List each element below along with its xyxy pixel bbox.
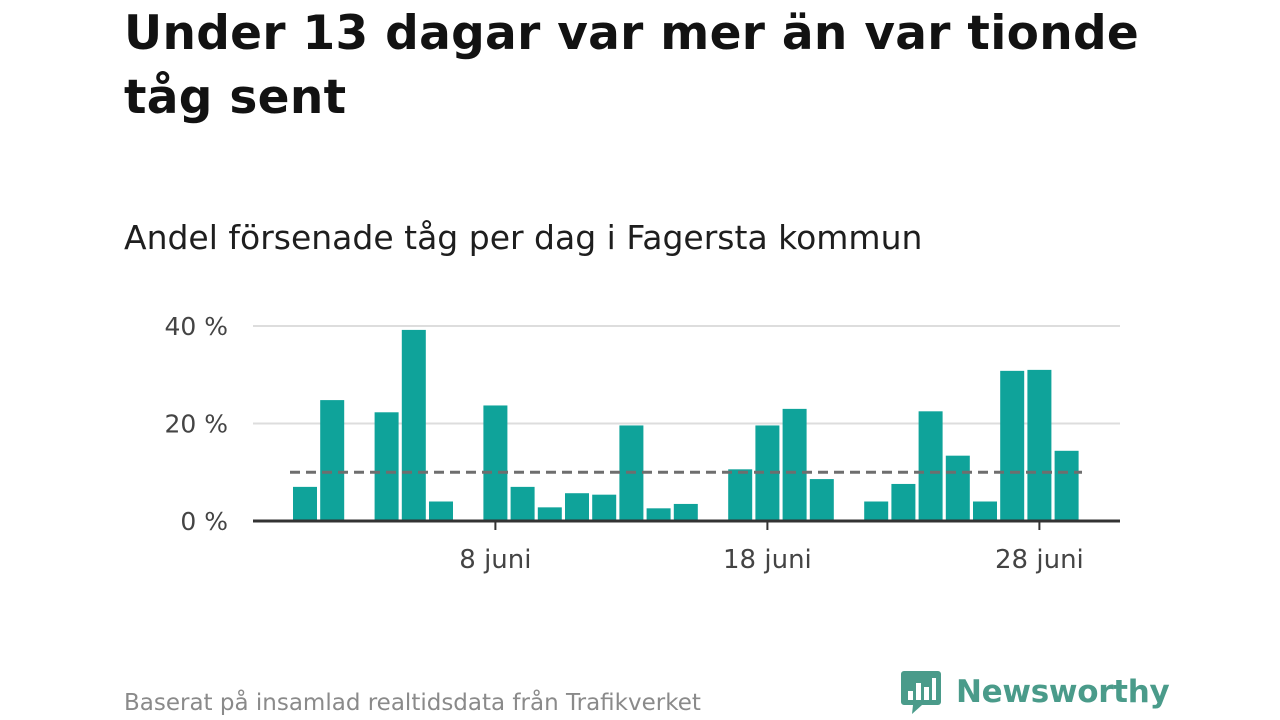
bar <box>429 501 453 521</box>
bar <box>537 507 562 521</box>
bar <box>1027 369 1052 521</box>
bar <box>483 405 508 521</box>
bar <box>592 494 617 521</box>
x-axis-tick-labels: 8 juni 18 juni 28 juni <box>459 521 1084 575</box>
bar <box>401 329 426 521</box>
bar <box>973 501 997 521</box>
bar <box>782 408 807 521</box>
bar <box>945 455 970 521</box>
bar <box>891 483 916 521</box>
newsworthy-logo-icon <box>901 671 941 714</box>
bar <box>728 469 753 521</box>
bar <box>510 486 535 521</box>
x-tick-label: 18 juni <box>723 545 812 575</box>
bars <box>293 329 1079 521</box>
source-note: Baserat på insamlad realtidsdata från Tr… <box>124 690 701 716</box>
bar <box>918 411 943 521</box>
brand-name: Newsworthy <box>956 674 1170 710</box>
chart-title: Under 13 dagar var mer än var tionde tåg… <box>124 6 1140 125</box>
bar <box>864 501 889 521</box>
bar <box>374 412 399 521</box>
bar <box>809 479 834 521</box>
y-tick-label: 40 % <box>164 312 228 341</box>
y-axis-tick-labels: 0 % 20 % 40 % <box>164 312 228 536</box>
y-tick-label: 0 % <box>180 507 228 536</box>
bar-chart: 0 % 20 % 40 % 8 juni 18 juni 28 juni <box>164 312 1120 575</box>
bar <box>1054 450 1079 521</box>
chart-subtitle: Andel försenade tåg per dag i Fagersta k… <box>124 218 923 257</box>
y-tick-label: 20 % <box>164 410 228 439</box>
x-tick-label: 8 juni <box>459 545 531 575</box>
bar <box>646 508 671 521</box>
newsworthy-brand[interactable]: Newsworthy <box>900 670 1170 714</box>
bar <box>293 486 317 521</box>
bar <box>1000 370 1025 521</box>
bar <box>565 493 589 521</box>
bar <box>320 400 345 521</box>
bar <box>673 503 698 521</box>
x-tick-label: 28 juni <box>995 545 1084 575</box>
gridlines <box>253 325 1120 425</box>
